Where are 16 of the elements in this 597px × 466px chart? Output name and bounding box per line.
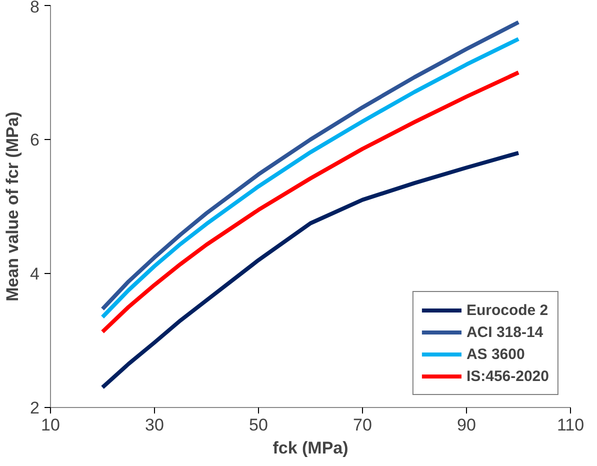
legend-label: AS 3600 <box>466 346 525 362</box>
legend-label: IS:456-2020 <box>466 368 549 384</box>
y-axis-title: Mean value of fcr (MPa) <box>3 112 22 302</box>
x-axis-title: fck (MPa) <box>272 438 348 458</box>
x-tick-label: 50 <box>249 416 268 434</box>
x-tick-label: 110 <box>556 416 584 434</box>
x-tick-label: 30 <box>145 416 164 434</box>
y-tick-label: 2 <box>30 398 40 418</box>
legend-label: Eurocode 2 <box>466 302 548 318</box>
y-tick-label: 6 <box>30 130 40 150</box>
x-tick-label: 70 <box>353 416 372 434</box>
y-tick-label: 4 <box>30 264 40 284</box>
legend-label: ACI 318-14 <box>466 324 544 340</box>
y-tick-label: 8 <box>30 0 40 16</box>
x-tick-label: 10 <box>41 416 60 434</box>
x-tick-label: 90 <box>457 416 476 434</box>
